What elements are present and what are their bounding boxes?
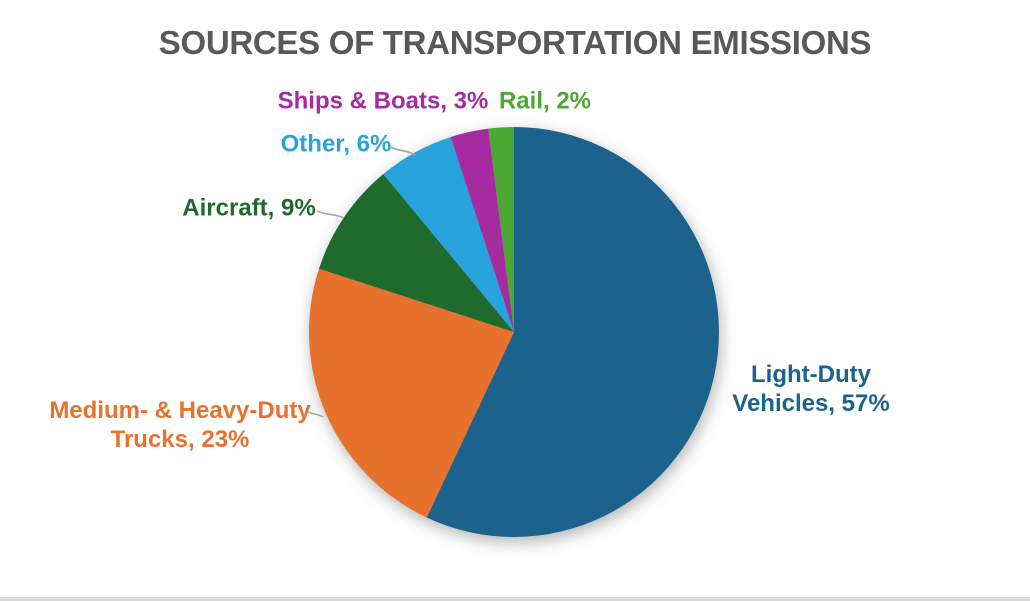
leader-line-trucks [305, 410, 324, 418]
label-other: Other, 6% [280, 130, 392, 158]
leader-line-other [390, 146, 416, 156]
leader-line-aircraft [316, 210, 345, 219]
pie-slice-other [383, 137, 514, 332]
bottom-edge-strip [0, 597, 1030, 601]
pie-slice-light-duty-vehicles [426, 127, 719, 538]
pie-slices [308, 126, 719, 538]
leader-lines [305, 146, 416, 418]
pie-slice-ships-boats [450, 128, 514, 332]
label-rail: Rail, 2% [498, 87, 592, 115]
pie-slice-aircraft [319, 174, 514, 332]
pie-slice-rail [488, 126, 514, 332]
label-ships-boats: Ships & Boats, 3% [277, 87, 489, 115]
label-light-duty-vehicles: Light-Duty Vehicles, 57% [732, 361, 890, 417]
pie-slice-medium-heavy-duty-trucks [308, 268, 514, 518]
label-aircraft: Aircraft, 9% [182, 194, 316, 222]
label-medium-heavy-duty-trucks: Medium- & Heavy-Duty Trucks, 23% [49, 397, 311, 453]
chart-title: SOURCES OF TRANSPORTATION EMISSIONS [158, 24, 872, 61]
